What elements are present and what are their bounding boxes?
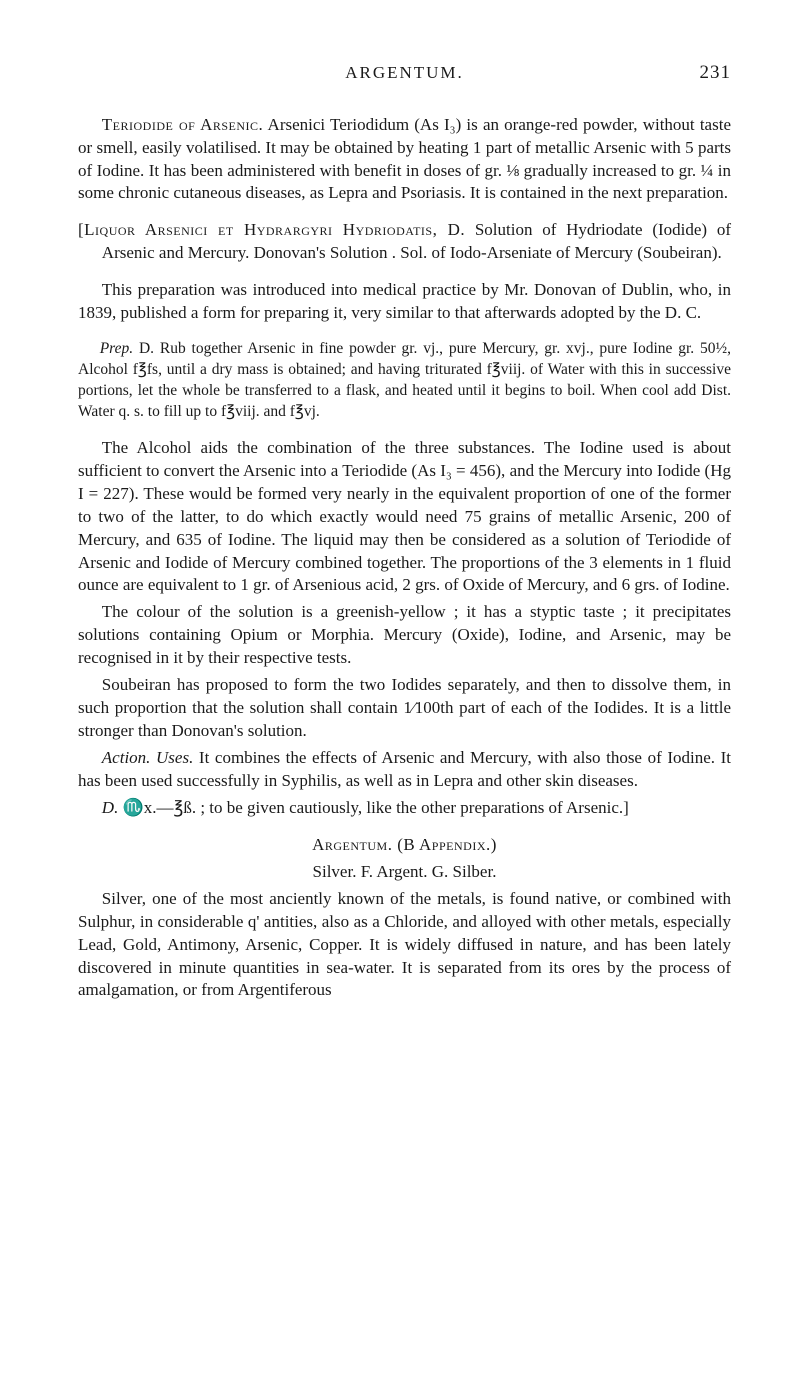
paragraph-silver: Silver, one of the most anciently known … — [78, 888, 731, 1003]
paragraph-action: Action. Uses. It combines the effects of… — [78, 747, 731, 793]
subheading-argentum: Silver. F. Argent. G. Silber. — [78, 861, 731, 884]
lead-liquor: [Liquor Arsenici et Hydrargyri Hydriodat… — [78, 220, 465, 239]
page-number: 231 — [671, 60, 731, 86]
page-container: ARGENTUM. 231 Teriodide of Arsenic. Arse… — [0, 0, 801, 1392]
body-dose: ♏x.—℥ß. ; to be given cautiously, like t… — [118, 798, 628, 817]
paragraph-colour: The colour of the solution is a greenish… — [78, 601, 731, 670]
heading-argentum: Argentum. (B Appendix.) — [78, 834, 731, 857]
paragraph-liquor: [Liquor Arsenici et Hydrargyri Hydriodat… — [78, 219, 731, 265]
lead-action: Action. Uses. — [102, 748, 194, 767]
paragraph-dose: D. ♏x.—℥ß. ; to be given cautiously, lik… — [78, 797, 731, 820]
lead-dose: D. — [102, 798, 119, 817]
body-prep: D. Rub together Arsenic in fine powder g… — [78, 340, 731, 420]
paragraph-soubeiran: Soubeiran has proposed to form the two I… — [78, 674, 731, 743]
lead-teriodide: Teriodide of Arsenic. — [102, 115, 264, 134]
paragraph-teriodide: Teriodide of Arsenic. Arsenici Teriodidu… — [78, 114, 731, 206]
paragraph-prep: Prep. D. Rub together Arsenic in fine po… — [78, 339, 731, 423]
page-header: ARGENTUM. 231 — [78, 60, 731, 86]
paragraph-intro: This preparation was introduced into med… — [78, 279, 731, 325]
running-head: ARGENTUM. — [138, 62, 671, 85]
lead-prep: Prep. — [100, 340, 133, 357]
paragraph-alcohol: The Alcohol aids the combination of the … — [78, 437, 731, 598]
